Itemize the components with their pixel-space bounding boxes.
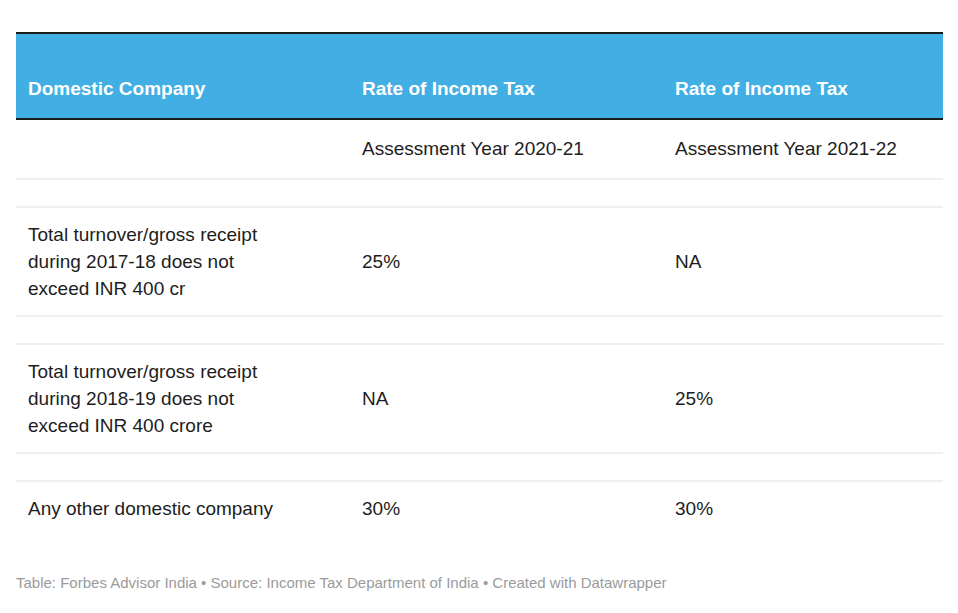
table-header: Domestic Company Rate of Income Tax Rate…: [16, 33, 943, 119]
attribution-footer: Table: Forbes Advisor India • Source: In…: [16, 573, 667, 592]
cell-company-criteria: Total turnover/gross receipt during 2018…: [16, 344, 362, 453]
spacer-row: [16, 316, 943, 344]
cell-rate-2020-21: 30%: [362, 481, 675, 535]
subheader-cell-ay-2021-22: Assessment Year 2021-22: [675, 119, 943, 179]
cell-rate-2021-22: NA: [675, 207, 943, 316]
subheader-cell-ay-2020-21: Assessment Year 2020-21: [362, 119, 675, 179]
cell-company-criteria: Any other domestic company: [16, 481, 362, 535]
cell-company-criteria: Total turnover/gross receipt during 2017…: [16, 207, 362, 316]
subheader-cell-empty: [16, 119, 362, 179]
cell-rate-2020-21: 25%: [362, 207, 675, 316]
cell-text: Total turnover/gross receipt during 2017…: [28, 221, 278, 302]
spacer-row: [16, 453, 943, 481]
subheader-row: Assessment Year 2020-21 Assessment Year …: [16, 119, 943, 179]
cell-rate-2021-22: 30%: [675, 481, 943, 535]
spacer-row: [16, 179, 943, 207]
table-row: Total turnover/gross receipt during 2017…: [16, 207, 943, 316]
header-row: Domestic Company Rate of Income Tax Rate…: [16, 33, 943, 119]
table-row: Total turnover/gross receipt during 2018…: [16, 344, 943, 453]
spacer-cell: [16, 316, 943, 344]
cell-rate-2021-22: 25%: [675, 344, 943, 453]
column-header-rate-2020-21: Rate of Income Tax: [362, 33, 675, 119]
cell-rate-2020-21: NA: [362, 344, 675, 453]
spacer-cell: [16, 453, 943, 481]
table-row: Any other domestic company 30% 30%: [16, 481, 943, 535]
column-header-domestic-company: Domestic Company: [16, 33, 362, 119]
spacer-cell: [16, 179, 943, 207]
column-header-rate-2021-22: Rate of Income Tax: [675, 33, 943, 119]
table-body: Assessment Year 2020-21 Assessment Year …: [16, 119, 943, 535]
income-tax-rate-table: Domestic Company Rate of Income Tax Rate…: [16, 32, 943, 535]
cell-text: Total turnover/gross receipt during 2018…: [28, 358, 278, 439]
